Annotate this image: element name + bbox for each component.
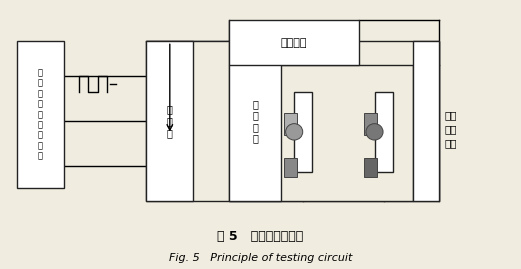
Text: 开
关
组: 开 关 组 (167, 105, 173, 138)
Ellipse shape (366, 124, 383, 140)
FancyBboxPatch shape (229, 20, 359, 65)
Text: 控制中心: 控制中心 (281, 38, 307, 48)
FancyBboxPatch shape (229, 41, 281, 201)
FancyBboxPatch shape (284, 158, 297, 177)
Text: 高
压
脉
冲
方
波
发
生
器: 高 压 脉 冲 方 波 发 生 器 (38, 68, 43, 161)
Text: 图 5   试验原理结构图: 图 5 试验原理结构图 (217, 231, 304, 243)
FancyBboxPatch shape (364, 158, 377, 177)
FancyBboxPatch shape (146, 41, 193, 201)
Ellipse shape (286, 124, 303, 140)
Text: Fig. 5   Principle of testing circuit: Fig. 5 Principle of testing circuit (169, 253, 352, 263)
FancyBboxPatch shape (146, 41, 439, 201)
FancyBboxPatch shape (294, 92, 312, 172)
FancyBboxPatch shape (375, 92, 393, 172)
FancyBboxPatch shape (364, 113, 377, 134)
FancyBboxPatch shape (284, 113, 297, 134)
FancyBboxPatch shape (413, 41, 439, 201)
FancyBboxPatch shape (229, 65, 413, 201)
Text: 限流
电阻
试样: 限流 电阻 试样 (444, 110, 457, 148)
Text: 热
传
感
器: 热 传 感 器 (252, 99, 258, 144)
FancyBboxPatch shape (17, 41, 64, 188)
